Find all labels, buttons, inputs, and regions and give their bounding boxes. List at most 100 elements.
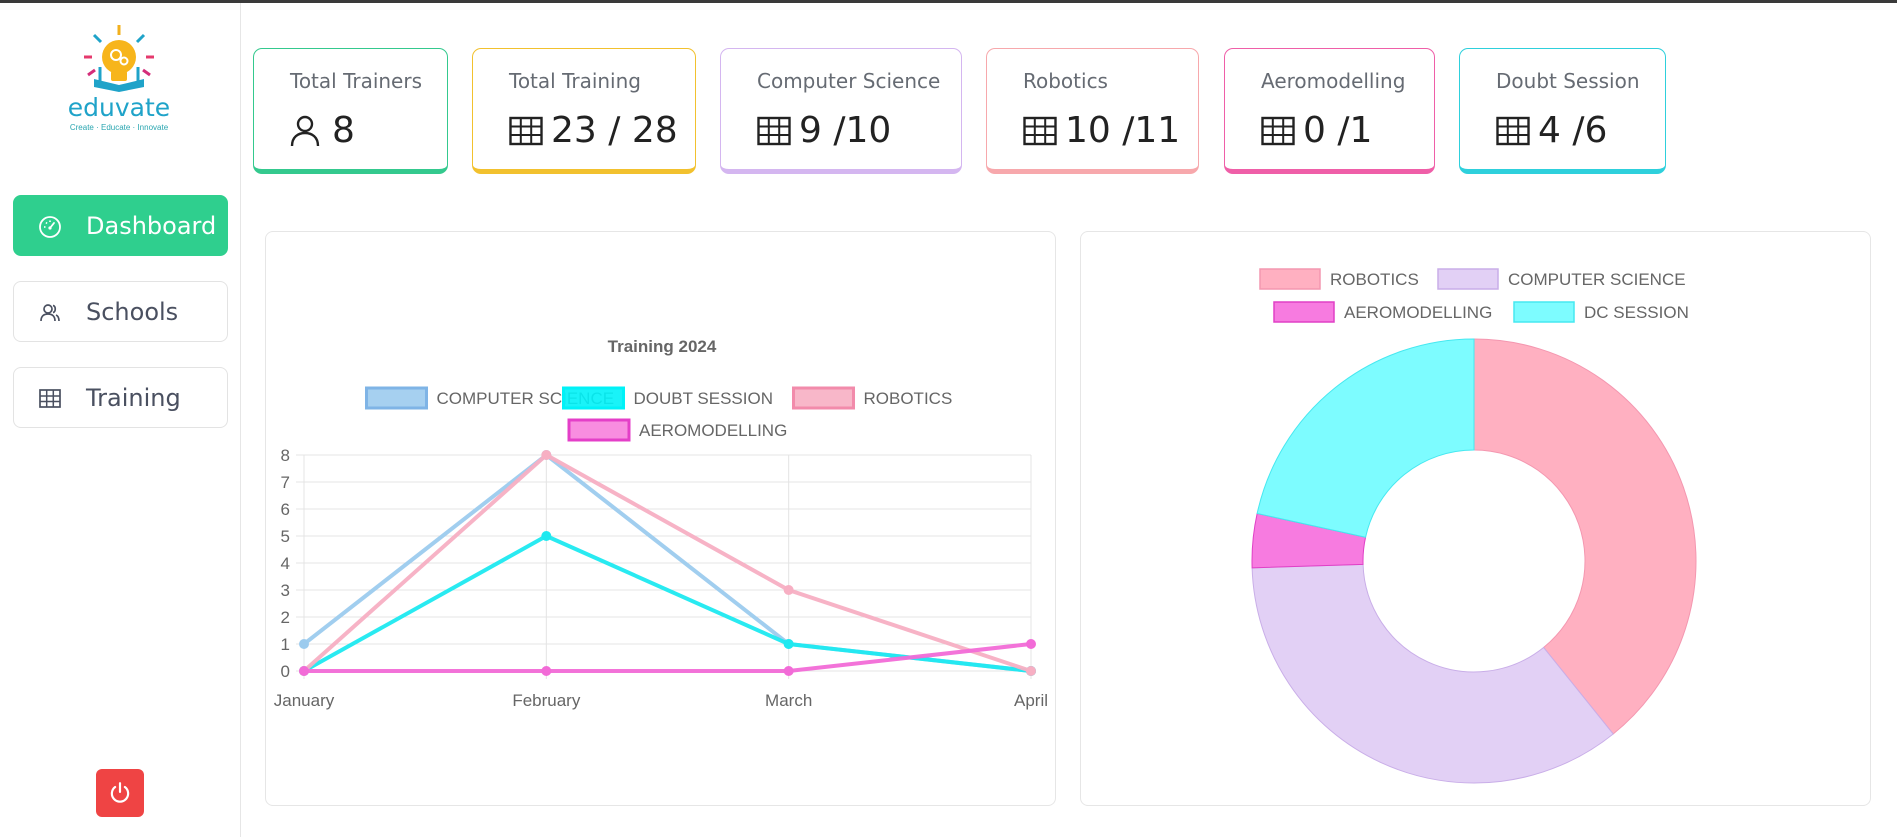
data-point[interactable]: [541, 531, 552, 541]
slice-computer-science[interactable]: [1251, 563, 1614, 784]
x-tick-label: April: [1014, 691, 1048, 710]
data-point[interactable]: [1026, 666, 1036, 676]
brand-name: eduvate: [67, 93, 171, 122]
donut-chart-panel: ROBOTICS COMPUTER SCIENCE AEROMODELLING DC …: [1080, 231, 1871, 806]
slice-robotics[interactable]: [1473, 338, 1697, 735]
chart-legend: COMPUTER SCIENCE DOUBT SESSION ROBOTICSAER…: [365, 386, 953, 442]
y-tick-label: 3: [281, 581, 290, 600]
slice-dc-session[interactable]: [1256, 338, 1475, 538]
stat-card-robotics[interactable]: Robotics 10 /11: [986, 48, 1199, 174]
gauge-icon: [39, 216, 61, 238]
stat-card-value: 23 / 28: [551, 110, 678, 151]
sidebar-item-label: Schools: [86, 297, 179, 326]
sidebar-item-label: Training: [86, 383, 181, 412]
stat-card-title: Aeromodelling: [1261, 69, 1406, 93]
legend-swatch: [1513, 301, 1575, 323]
table-icon: [1023, 116, 1057, 146]
legend-label: ROBOTICS: [864, 389, 953, 408]
legend-swatch: [792, 386, 855, 410]
sidebar: eduvate Create · Educate · Innovate Dash…: [0, 3, 241, 837]
brand-tagline: Create · Educate · Innovate: [69, 123, 169, 132]
data-point[interactable]: [299, 666, 309, 676]
stat-card-title: Doubt Session: [1496, 69, 1640, 93]
legend-item[interactable]: ROBOTICS: [792, 386, 953, 410]
chart-legend: ROBOTICS COMPUTER SCIENCE AEROMODELLING DC …: [1259, 268, 1689, 323]
legend-item[interactable]: DC SESSION: [1513, 301, 1689, 323]
legend-swatch: [1273, 301, 1335, 323]
stat-card-title: Total Trainers: [290, 69, 423, 93]
stat-card-total-training[interactable]: Total Training 23 / 28: [472, 48, 696, 174]
y-tick-label: 2: [281, 608, 290, 627]
data-point[interactable]: [783, 585, 794, 595]
stat-card-title: Robotics: [1023, 69, 1108, 93]
y-tick-label: 1: [281, 635, 290, 654]
legend-label: AEROMODELLING: [639, 421, 787, 440]
x-tick-label: February: [512, 691, 581, 710]
series-aeromodelling[interactable]: [299, 639, 1036, 676]
sidebar-item-dashboard[interactable]: Dashboard: [13, 195, 228, 256]
legend-label: DC SESSION: [1584, 303, 1689, 322]
table-icon: [757, 116, 791, 146]
logout-button[interactable]: [96, 769, 144, 817]
chart-title: Training 2024: [608, 337, 717, 356]
legend-item[interactable]: AEROMODELLING: [1273, 301, 1492, 323]
y-tick-label: 4: [281, 554, 290, 573]
training-donut-chart[interactable]: ROBOTICS COMPUTER SCIENCE AEROMODELLING DC …: [1081, 232, 1872, 807]
legend-item[interactable]: COMPUTER SCIENCE: [1437, 268, 1686, 290]
top-border: [0, 0, 1897, 3]
y-tick-label: 5: [281, 527, 290, 546]
y-tick-label: 0: [281, 662, 290, 681]
stat-card-doubt-session[interactable]: Doubt Session 4 /6: [1459, 48, 1666, 174]
chart-series: [299, 450, 1036, 676]
legend-item[interactable]: AEROMODELLING: [567, 418, 787, 442]
eduvate-logo[interactable]: eduvate Create · Educate · Innovate: [64, 21, 174, 133]
y-tick-label: 8: [281, 446, 290, 465]
lightbulb-logo-icon: [84, 25, 154, 92]
legend-item[interactable]: ROBOTICS: [1259, 268, 1419, 290]
legend-label: ROBOTICS: [1330, 270, 1419, 289]
data-point[interactable]: [299, 639, 309, 649]
y-axis-ticks: 0 1 2 3 4 5 6 7 8: [281, 446, 290, 681]
sidebar-item-training[interactable]: Training: [13, 367, 228, 428]
users-icon: [40, 304, 60, 322]
stat-card-value: 4 /6: [1538, 110, 1608, 151]
legend-swatch: [562, 386, 625, 410]
legend-swatch: [1259, 268, 1321, 290]
user-icon: [290, 115, 320, 147]
table-icon: [509, 116, 543, 146]
data-point[interactable]: [1026, 639, 1036, 649]
sidebar-item-label: Dashboard: [86, 211, 217, 240]
stat-card-value: 0 /1: [1303, 110, 1373, 151]
table-icon: [1261, 116, 1295, 146]
stat-card-total-trainers[interactable]: Total Trainers 8: [253, 48, 448, 174]
power-icon: [110, 782, 130, 803]
chart-grid: [296, 454, 1032, 679]
x-tick-label: March: [765, 691, 812, 710]
training-line-chart[interactable]: Training 2024 COMPUTER SCIENCE DOUBT SESS…: [266, 232, 1057, 807]
stat-card-value: 9 /10: [799, 110, 892, 151]
data-point[interactable]: [783, 639, 794, 649]
series-line: [303, 533, 1032, 673]
legend-label: AEROMODELLING: [1344, 303, 1492, 322]
stat-card-title: Total Training: [509, 69, 641, 93]
y-tick-label: 6: [281, 500, 290, 519]
legend-swatch: [365, 386, 428, 410]
x-tick-label: January: [274, 691, 335, 710]
sidebar-item-schools[interactable]: Schools: [13, 281, 228, 342]
data-point[interactable]: [541, 450, 552, 460]
x-axis-ticks: January February March April: [274, 691, 1048, 710]
data-point[interactable]: [783, 666, 794, 676]
legend-item[interactable]: DOUBT SESSION: [562, 386, 774, 410]
legend-swatch: [1437, 268, 1499, 290]
table-icon: [1496, 116, 1530, 146]
stat-card-title: Computer Science: [757, 69, 941, 93]
y-tick-label: 7: [281, 473, 290, 492]
chart-slices: [1251, 338, 1697, 784]
legend-swatch: [567, 418, 631, 442]
stat-card-computer-science[interactable]: Computer Science 9 /10: [720, 48, 962, 174]
stat-card-value: 8: [332, 110, 355, 151]
line-chart-panel: Training 2024 COMPUTER SCIENCE DOUBT SESS…: [265, 231, 1056, 806]
data-point[interactable]: [541, 666, 552, 676]
stat-card-aeromodelling[interactable]: Aeromodelling 0 /1: [1224, 48, 1435, 174]
series-line: [304, 642, 1032, 673]
